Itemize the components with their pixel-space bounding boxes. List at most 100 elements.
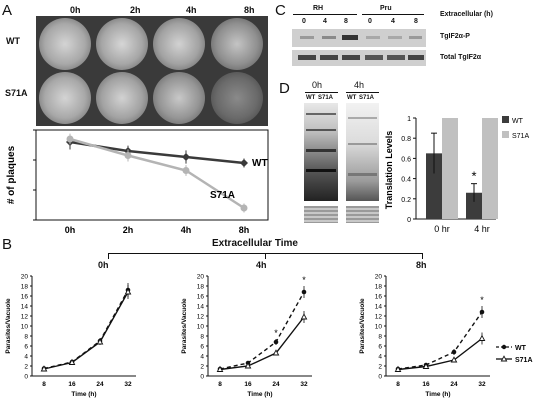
data-point — [394, 365, 402, 372]
gel-lane-label: S71A — [318, 95, 334, 101]
plaque-plate-s71a-8h — [211, 72, 263, 124]
data-point — [182, 153, 190, 161]
timeline-tick — [422, 253, 423, 259]
plate-time-label: 0h — [70, 5, 81, 15]
y-tick-label: 4 — [378, 354, 382, 361]
blot-lane-label: 8 — [344, 18, 348, 25]
gel-time-label: 0h — [312, 80, 323, 90]
y-tick-label: 10 — [21, 324, 29, 331]
timeline-tick — [108, 253, 109, 259]
data-point — [96, 338, 104, 345]
x-tick-label: 8h — [239, 225, 250, 235]
legend-label: S71A — [515, 357, 533, 364]
y-tick-label: 16 — [21, 294, 29, 301]
bar-wt — [426, 153, 442, 219]
y-tick-label: 18 — [375, 284, 383, 291]
gel-band — [348, 117, 377, 119]
plaque-ylabel: # of plaques — [6, 145, 17, 204]
y-tick-label: 2 — [24, 364, 28, 371]
western-blot-total — [292, 50, 426, 66]
x-tick-label: 8 — [42, 381, 46, 388]
timeline-label: 8h — [416, 260, 427, 270]
series-line-s71a — [397, 337, 483, 371]
y-tick-label: 18 — [197, 284, 205, 291]
y-tick-label: 16 — [197, 294, 205, 301]
gel-lane-line — [346, 92, 379, 93]
x-tick-label: 16 — [68, 381, 76, 388]
translation-chart: Translation Levels 0 0.2 0.4 0.6 0.8 1 0 hr 4 … — [384, 116, 529, 234]
y-tick-label: 4 — [200, 354, 204, 361]
series-line-s71a — [69, 137, 245, 210]
panel-letter-d: D — [279, 80, 290, 97]
plaque-plate-wt-8h — [211, 18, 263, 70]
gel-time-label: 4h — [354, 80, 365, 90]
significance-marker: * — [471, 169, 476, 184]
x-tick-label: 32 — [300, 381, 308, 388]
legend-label: WT — [512, 118, 524, 125]
data-point — [272, 349, 280, 356]
blot-group-line — [362, 14, 424, 15]
bar-wt — [466, 192, 482, 219]
x-tick-label: 4 hr — [474, 224, 490, 234]
loading-control-0h — [304, 206, 338, 223]
legend-swatch — [502, 131, 509, 138]
data-point — [240, 204, 248, 212]
blot-band — [342, 55, 360, 60]
x-tick-label: 0 hr — [434, 224, 450, 234]
x-tick-label: 2h — [123, 225, 134, 235]
y-axis-label: Parasites/Vacuole — [5, 298, 12, 354]
timeline-label: 4h — [256, 260, 267, 270]
data-point — [124, 288, 132, 295]
data-point — [182, 167, 190, 174]
blot-band — [298, 55, 316, 60]
y-tick-label: 0 — [407, 217, 411, 224]
y-tick-label: 14 — [21, 304, 29, 311]
blot-band-label-total: Total TgIF2α — [440, 54, 482, 61]
plaque-count-chart: # of plaques 0h 2h 4h 8h WT S71A — [6, 129, 269, 235]
gel-band — [306, 113, 336, 115]
blot-lane-label: 0 — [368, 18, 372, 25]
legend-label: S71A — [512, 133, 529, 140]
data-point — [240, 159, 248, 167]
x-axis-label: Time (h) — [247, 391, 272, 398]
gel-lane-label: WT — [347, 95, 357, 101]
blot-group-label-rh: RH — [313, 5, 324, 12]
panel-letter-a: A — [2, 2, 13, 19]
x-tick-label: 24 — [450, 381, 458, 388]
plate-row-label-wt: WT — [6, 36, 20, 46]
significance-marker: * — [302, 275, 306, 285]
y-tick-label: 12 — [197, 314, 205, 321]
data-point — [68, 358, 76, 365]
x-axis-label: Time (h) — [425, 391, 450, 398]
series-line-s71a — [43, 291, 129, 370]
y-tick-label: 0.2 — [401, 197, 411, 204]
blot-band — [322, 36, 336, 39]
plaque-plate-grid — [36, 16, 268, 126]
blot-lane-label: 4 — [391, 18, 395, 25]
series-line-wt — [397, 311, 483, 370]
x-tick-label: 32 — [124, 381, 132, 388]
significance-marker: * — [480, 295, 484, 305]
data-point — [451, 349, 457, 355]
series-line-wt — [43, 289, 129, 370]
blot-band-label-phospho: TgIF2α-P — [440, 33, 470, 40]
data-point — [216, 365, 224, 372]
y-tick-label: 14 — [375, 304, 383, 311]
bar-s71a — [482, 118, 498, 219]
y-tick-label: 20 — [375, 274, 383, 281]
x-tick-label: 24 — [272, 381, 280, 388]
y-tick-label: 6 — [24, 344, 28, 351]
y-tick-label: 0 — [24, 374, 28, 381]
legend-marker — [500, 355, 508, 362]
data-point — [422, 362, 430, 369]
data-point — [479, 309, 485, 315]
timeline-tick — [265, 253, 266, 259]
y-tick-label: 8 — [378, 334, 382, 341]
gel-lane-line — [305, 92, 338, 93]
blot-axis-label: Extracellular (h) — [440, 11, 493, 18]
legend-swatch — [502, 116, 509, 123]
plaque-plate-wt-0h — [39, 18, 91, 70]
y-tick-label: 4 — [24, 354, 28, 361]
x-tick-label: 4h — [181, 225, 192, 235]
